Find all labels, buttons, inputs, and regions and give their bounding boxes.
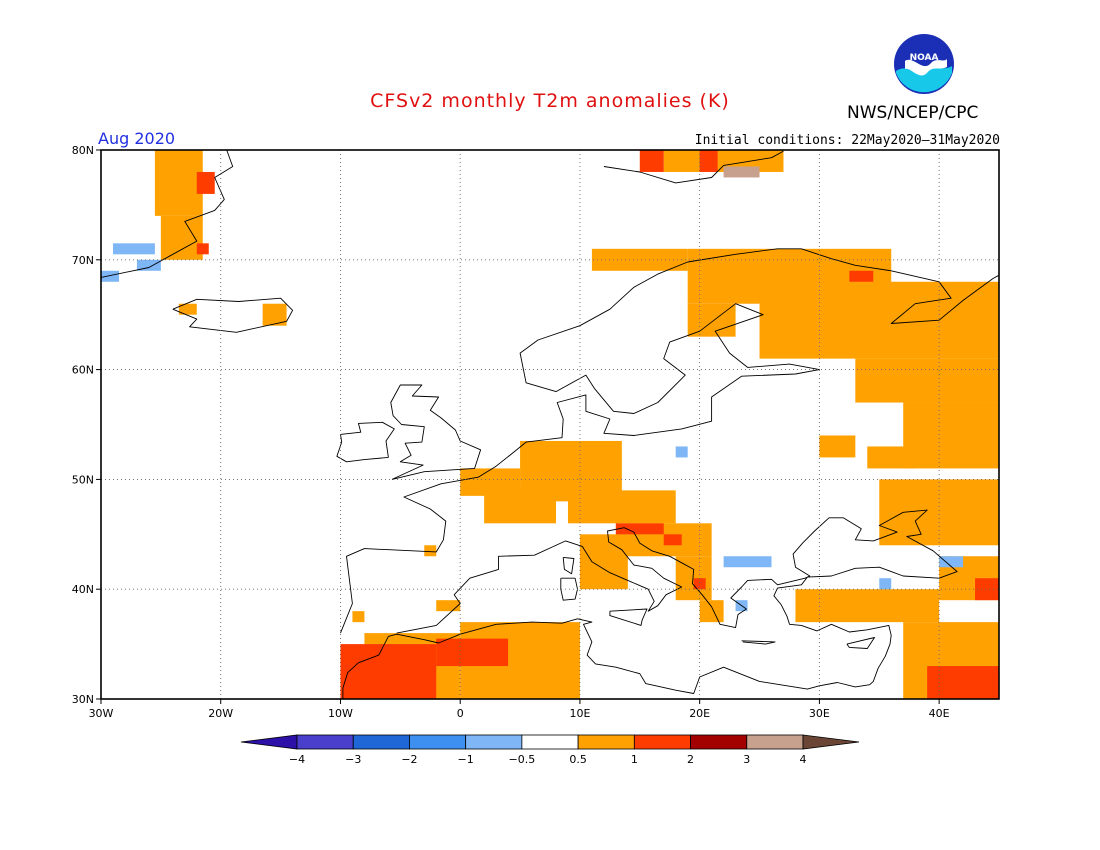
- anomaly-cell: [160, 215, 203, 260]
- anomaly-cell: [849, 270, 874, 282]
- colorbar-label: 0.5: [569, 753, 587, 766]
- lat-tick-label: 80N: [72, 144, 94, 157]
- coastline: [340, 248, 999, 634]
- lat-tick-label: 60N: [72, 364, 94, 377]
- anomaly-cell: [975, 578, 999, 601]
- anomaly-cell: [867, 446, 916, 469]
- map-frame: [100, 149, 1000, 700]
- anomaly-cell: [819, 435, 856, 458]
- colorbar-bin: [240, 734, 298, 750]
- forecast-month: Aug 2020: [98, 129, 176, 148]
- colorbar-bin: [296, 734, 354, 750]
- colorbar-label: 2: [687, 753, 694, 766]
- anomaly-cell: [903, 402, 999, 469]
- anomaly-cell: [687, 303, 736, 337]
- colorbar-label: 4: [800, 753, 807, 766]
- coastline: [609, 608, 648, 626]
- colorbar-bin: [746, 734, 804, 750]
- anomaly-cell: [639, 150, 664, 172]
- lat-tick-label: 70N: [72, 254, 94, 267]
- anomaly-cell: [101, 270, 119, 282]
- coastline: [562, 556, 575, 575]
- anomaly-cell: [663, 534, 682, 546]
- anomaly-cell: [340, 644, 437, 699]
- colorbar-bin: [802, 734, 860, 750]
- initial-conditions: Initial conditions: 22May2020–31May2020: [694, 133, 1000, 148]
- colorbar-label: −1: [458, 753, 474, 766]
- anomaly-cell: [855, 358, 999, 403]
- colorbar-label: −2: [401, 753, 417, 766]
- anomaly-cell: [178, 303, 197, 315]
- lat-tick-label: 40N: [72, 583, 94, 596]
- lon-tick-label: 20E: [689, 707, 710, 720]
- coastline: [560, 577, 578, 601]
- coastline: [336, 421, 395, 463]
- noaa-logo-text: NOAA: [910, 53, 939, 63]
- colorbar-bin: [690, 734, 748, 750]
- anomaly-cell: [262, 303, 287, 326]
- colorbar-bin: [352, 734, 410, 750]
- anomaly-cell: [436, 638, 509, 667]
- colorbar-label: −3: [345, 753, 361, 766]
- lon-tick-label: 30W: [89, 707, 114, 720]
- anomaly-cell: [436, 600, 461, 612]
- lon-tick-label: 40E: [929, 707, 950, 720]
- anomaly-cell: [699, 150, 718, 172]
- coastline: [172, 297, 294, 333]
- lon-tick-label: 10E: [569, 707, 590, 720]
- coastline: [101, 150, 234, 278]
- lat-tick-label: 50N: [72, 473, 94, 486]
- anomaly-cell: [112, 243, 155, 255]
- anomaly-cell: [759, 281, 999, 359]
- anomaly-cell: [567, 490, 676, 524]
- anomaly-cell: [723, 166, 760, 178]
- anomaly-cell: [484, 490, 556, 524]
- anomaly-cell: [196, 243, 209, 255]
- anomaly-cell: [579, 534, 628, 590]
- lat-tick-label: 30N: [72, 693, 94, 706]
- anomaly-cell: [154, 150, 203, 216]
- colorbar-label: −4: [289, 753, 305, 766]
- colorbar-label: 3: [743, 753, 750, 766]
- map-title: CFSv2 monthly T2m anomalies (K): [370, 90, 730, 112]
- anomaly-cell: [693, 578, 706, 590]
- coastline: [390, 384, 482, 480]
- colorbar-bin: [409, 734, 467, 750]
- anomaly-cell: [424, 545, 437, 557]
- lon-tick-label: 0: [457, 707, 464, 720]
- coastline: [342, 576, 892, 699]
- anomaly-cell: [879, 578, 892, 590]
- colorbar-bin: [577, 734, 635, 750]
- colorbar-label: −0.5: [509, 753, 536, 766]
- coastline: [846, 637, 875, 649]
- colorbar-label: 1: [631, 753, 638, 766]
- colorbar-bin: [633, 734, 691, 750]
- coastline: [741, 640, 776, 645]
- noaa-logo: NOAA: [894, 34, 954, 94]
- agency-label: NWS/NCEP/CPC: [847, 103, 979, 123]
- anomaly-cell: [939, 556, 964, 568]
- anomaly-cell: [615, 523, 664, 535]
- anomaly-cell: [699, 600, 724, 623]
- lon-tick-label: 30E: [809, 707, 830, 720]
- anomaly-cell: [723, 556, 772, 568]
- coastline: [396, 509, 958, 634]
- anomaly-cell: [591, 248, 688, 271]
- anomaly-cell: [196, 171, 215, 194]
- lon-tick-label: 20W: [208, 707, 233, 720]
- colorbar-bin: [521, 734, 579, 750]
- colorbar-bin: [465, 734, 523, 750]
- anomaly-cell: [352, 611, 365, 623]
- anomaly-cell: [136, 259, 161, 271]
- lon-tick-label: 10W: [328, 707, 353, 720]
- coastline: [603, 150, 784, 184]
- anomaly-cell: [675, 446, 688, 458]
